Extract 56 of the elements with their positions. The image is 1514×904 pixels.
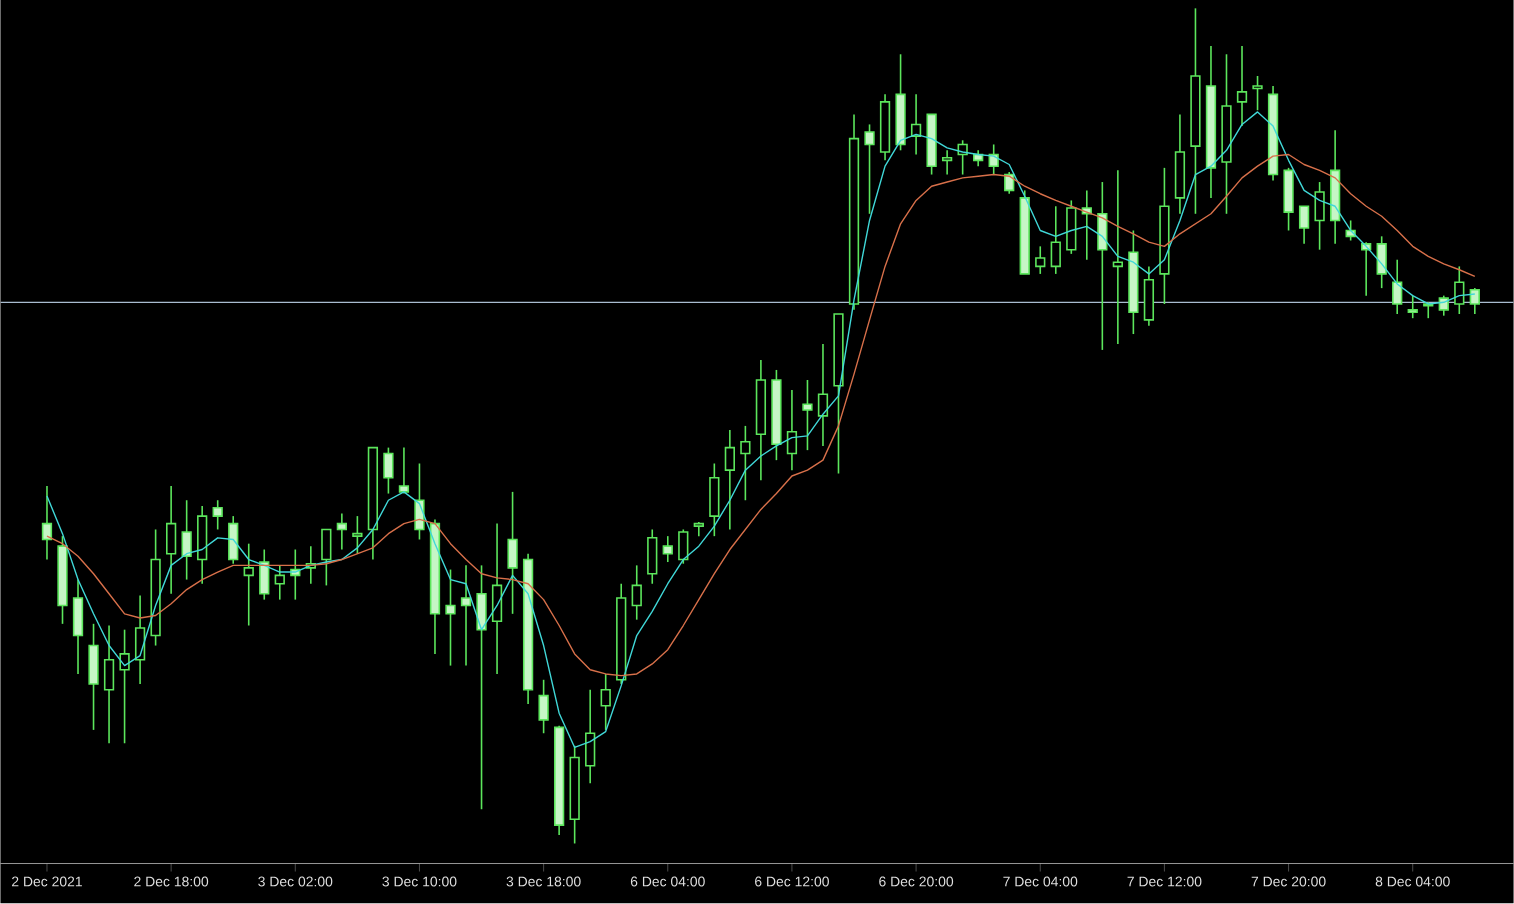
candlestick	[1252, 75, 1263, 112]
candlestick	[1174, 113, 1186, 215]
candlestick	[1298, 205, 1310, 245]
candlestick	[445, 569, 456, 667]
candlestick	[678, 528, 689, 565]
candlestick	[1283, 167, 1294, 232]
candlestick	[1407, 295, 1418, 320]
candlestick	[817, 343, 829, 448]
candlestick	[802, 379, 813, 452]
candlestick	[336, 513, 347, 551]
candlestick	[1314, 181, 1325, 251]
candlestick	[585, 689, 596, 785]
candlestick	[724, 429, 735, 531]
candlestick	[197, 505, 208, 585]
candlestick	[647, 528, 658, 585]
candlestick	[460, 564, 472, 667]
candlestick	[1236, 45, 1248, 128]
candlestick	[662, 535, 673, 564]
candlestick	[600, 673, 611, 731]
candlestick	[1469, 287, 1480, 316]
candlestick	[631, 564, 642, 621]
candlestick	[1112, 169, 1123, 346]
candlestick	[181, 499, 192, 581]
candlestick	[228, 515, 239, 565]
candlestick	[259, 548, 270, 601]
candlestick	[414, 462, 425, 541]
candlestick	[1050, 205, 1061, 275]
candlestick	[1066, 199, 1077, 255]
candlestick	[507, 491, 518, 615]
candlestick	[864, 123, 875, 215]
candlestick	[352, 515, 363, 555]
candlestick	[398, 447, 410, 495]
candlestick	[1376, 235, 1387, 290]
candlestick	[134, 594, 146, 686]
candlestick	[538, 679, 549, 735]
candlestick	[119, 629, 130, 745]
candlestick	[941, 149, 953, 176]
candlestick	[383, 447, 394, 495]
candlestick	[1143, 265, 1155, 327]
candlestick	[786, 389, 798, 472]
candlestick	[709, 462, 720, 538]
candlestick	[41, 485, 53, 561]
candlestick	[476, 564, 487, 811]
candlestick	[88, 623, 99, 731]
candlestick	[1035, 245, 1046, 275]
candlestick	[165, 485, 177, 595]
candlestick	[274, 564, 285, 601]
candlestick	[1392, 259, 1403, 316]
candlestick	[1454, 265, 1465, 316]
candlestick	[212, 499, 223, 531]
candlestick	[243, 543, 254, 627]
candlestick	[321, 528, 332, 587]
candlestick	[1438, 295, 1449, 317]
candlestick	[740, 425, 751, 502]
candlestick	[72, 579, 84, 675]
candlestick	[103, 624, 115, 745]
